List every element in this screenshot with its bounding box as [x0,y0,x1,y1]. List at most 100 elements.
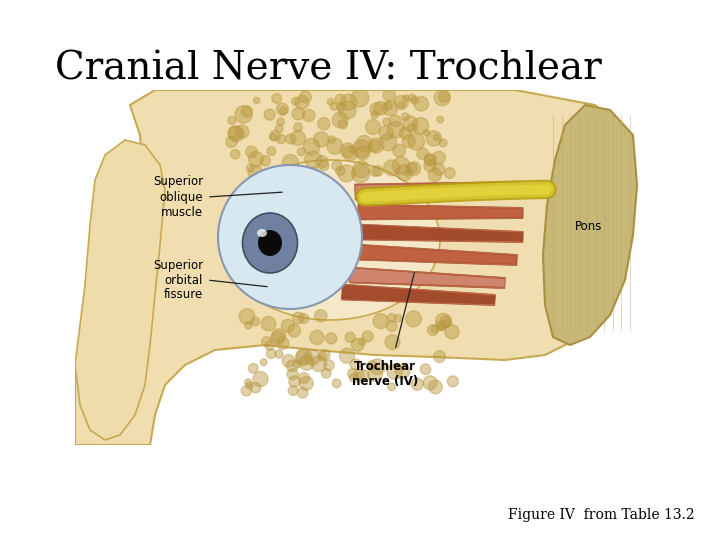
Circle shape [318,173,325,180]
Circle shape [269,133,276,140]
Circle shape [423,130,430,136]
Circle shape [241,386,251,396]
Circle shape [246,382,253,389]
Circle shape [276,337,289,349]
Circle shape [383,118,390,126]
Polygon shape [350,267,505,288]
Circle shape [276,134,286,144]
Polygon shape [355,181,520,200]
Circle shape [277,118,284,125]
Circle shape [292,107,305,120]
Circle shape [282,355,294,367]
Circle shape [275,350,283,358]
Circle shape [339,348,354,363]
Circle shape [241,106,253,117]
Circle shape [402,116,418,131]
Text: Superior
oblique
muscle: Superior oblique muscle [153,176,203,219]
Circle shape [323,360,334,370]
Circle shape [294,123,302,132]
Circle shape [282,319,294,332]
Text: Trochlear
nerve (IV): Trochlear nerve (IV) [352,360,418,388]
Polygon shape [341,285,495,304]
Circle shape [267,147,276,156]
Circle shape [403,95,410,102]
Circle shape [299,313,309,323]
Polygon shape [358,224,523,242]
Circle shape [295,96,309,109]
Circle shape [382,100,397,116]
Ellipse shape [218,165,362,309]
Circle shape [292,312,304,324]
Circle shape [235,125,249,138]
Circle shape [248,165,263,180]
Polygon shape [75,90,635,445]
Circle shape [349,146,356,153]
Polygon shape [358,204,523,220]
Polygon shape [358,205,523,219]
Circle shape [408,133,425,150]
Circle shape [235,106,252,123]
Circle shape [394,96,408,110]
Circle shape [300,91,311,103]
Circle shape [296,348,312,364]
Circle shape [354,369,364,379]
Circle shape [319,349,330,360]
Circle shape [351,165,369,183]
Circle shape [433,134,439,140]
Polygon shape [350,268,505,287]
Circle shape [330,103,338,110]
Circle shape [366,119,381,134]
Circle shape [297,387,308,398]
Circle shape [359,338,366,345]
Circle shape [303,138,320,155]
Circle shape [348,369,357,379]
Circle shape [276,103,288,115]
Circle shape [306,168,313,176]
Circle shape [261,170,271,179]
Circle shape [371,111,378,118]
Circle shape [293,360,301,368]
Circle shape [387,321,397,332]
Circle shape [328,136,336,143]
Circle shape [332,112,348,128]
Circle shape [341,94,356,110]
Circle shape [248,151,264,166]
Circle shape [345,332,356,342]
Circle shape [368,367,382,381]
Circle shape [332,160,342,171]
Circle shape [333,379,341,388]
Circle shape [369,140,380,152]
Circle shape [246,164,254,172]
Text: Pons: Pons [575,220,603,233]
Circle shape [440,315,451,327]
Circle shape [444,167,455,178]
Circle shape [349,373,359,382]
Circle shape [397,165,413,180]
Circle shape [253,97,260,104]
Circle shape [265,341,274,350]
Circle shape [387,364,402,379]
Circle shape [316,156,328,168]
Circle shape [370,103,382,116]
Circle shape [311,356,327,372]
Polygon shape [355,245,517,264]
Circle shape [447,376,459,387]
Circle shape [288,324,300,337]
Circle shape [270,131,280,141]
Circle shape [373,314,388,329]
Circle shape [424,160,436,172]
Circle shape [439,139,447,147]
Circle shape [271,329,286,343]
Circle shape [443,319,451,327]
Circle shape [275,168,291,184]
Circle shape [417,148,428,160]
Circle shape [337,103,346,111]
Circle shape [433,350,446,362]
Circle shape [408,94,416,102]
Circle shape [414,97,428,111]
Circle shape [424,153,436,165]
Circle shape [410,96,418,104]
Circle shape [338,101,356,119]
Circle shape [351,89,369,107]
Circle shape [341,143,355,158]
